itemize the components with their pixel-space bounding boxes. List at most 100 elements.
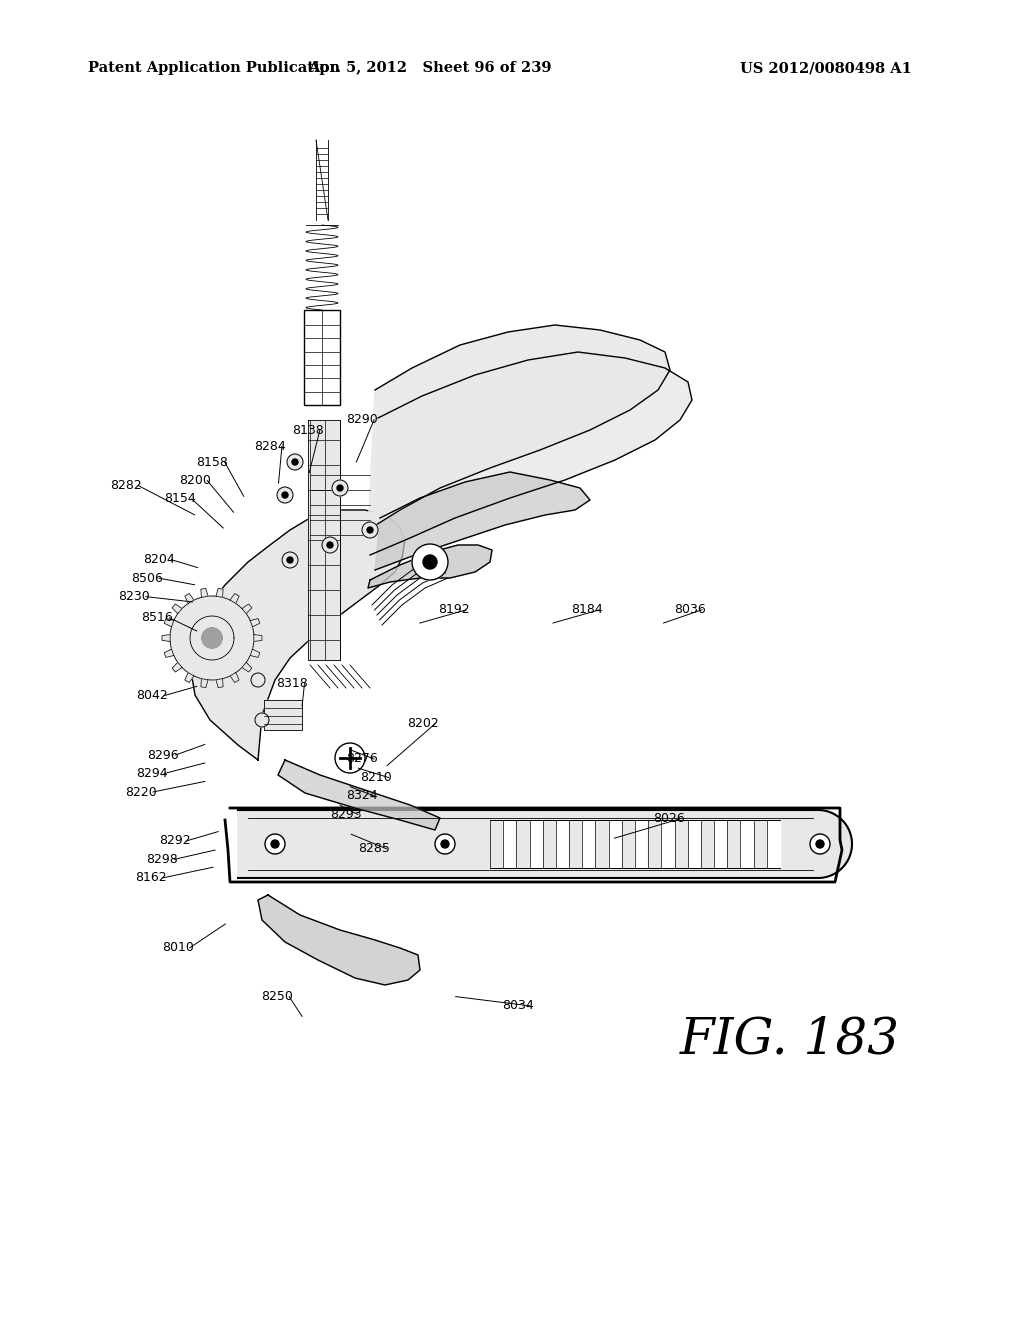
Circle shape <box>271 840 279 847</box>
Circle shape <box>327 543 333 548</box>
Circle shape <box>287 454 303 470</box>
Text: 8042: 8042 <box>136 689 168 702</box>
Polygon shape <box>201 589 208 598</box>
Polygon shape <box>556 820 569 869</box>
Polygon shape <box>170 597 254 680</box>
Text: 8506: 8506 <box>131 572 163 585</box>
Text: 8290: 8290 <box>346 413 378 426</box>
Polygon shape <box>172 605 182 614</box>
Polygon shape <box>264 700 302 730</box>
Polygon shape <box>172 663 182 672</box>
Text: 8220: 8220 <box>125 785 157 799</box>
Circle shape <box>810 834 830 854</box>
Text: 8204: 8204 <box>143 553 175 566</box>
Polygon shape <box>635 820 648 869</box>
Bar <box>304 310 340 405</box>
Polygon shape <box>230 594 240 603</box>
Text: 8324: 8324 <box>346 789 378 803</box>
Text: Patent Application Publication: Patent Application Publication <box>88 61 340 75</box>
Text: 8036: 8036 <box>674 603 706 616</box>
Circle shape <box>362 521 378 539</box>
Text: Apr. 5, 2012   Sheet 96 of 239: Apr. 5, 2012 Sheet 96 of 239 <box>308 61 552 75</box>
Text: 8200: 8200 <box>179 474 211 487</box>
Text: 8230: 8230 <box>118 590 150 603</box>
Circle shape <box>332 480 348 496</box>
Text: 8516: 8516 <box>141 611 173 624</box>
Polygon shape <box>185 594 194 603</box>
Text: 8184: 8184 <box>571 603 603 616</box>
Polygon shape <box>700 820 714 869</box>
Polygon shape <box>740 820 754 869</box>
Polygon shape <box>754 820 767 869</box>
Polygon shape <box>622 820 635 869</box>
Polygon shape <box>569 820 583 869</box>
Text: 8210: 8210 <box>360 771 392 784</box>
Text: FIG. 183: FIG. 183 <box>680 1015 900 1065</box>
Circle shape <box>282 492 288 498</box>
Circle shape <box>287 557 293 564</box>
Polygon shape <box>308 420 340 660</box>
Polygon shape <box>368 325 670 531</box>
Polygon shape <box>216 678 223 688</box>
Text: 8162: 8162 <box>135 871 167 884</box>
Polygon shape <box>201 678 208 688</box>
Polygon shape <box>727 820 740 869</box>
Polygon shape <box>595 820 608 869</box>
Polygon shape <box>529 820 543 869</box>
Text: 8298: 8298 <box>146 853 178 866</box>
Text: 8318: 8318 <box>276 677 308 690</box>
Polygon shape <box>368 545 492 587</box>
Polygon shape <box>254 635 262 642</box>
Polygon shape <box>164 649 174 657</box>
Polygon shape <box>543 820 556 869</box>
Circle shape <box>816 840 824 847</box>
Polygon shape <box>648 820 662 869</box>
Polygon shape <box>164 619 174 627</box>
Text: 8296: 8296 <box>147 748 179 762</box>
Circle shape <box>435 834 455 854</box>
Polygon shape <box>185 673 194 682</box>
Circle shape <box>367 527 373 533</box>
Polygon shape <box>516 820 529 869</box>
Polygon shape <box>250 649 260 657</box>
Text: 8158: 8158 <box>197 455 228 469</box>
Polygon shape <box>608 820 622 869</box>
Polygon shape <box>370 352 692 554</box>
Text: 8282: 8282 <box>111 479 142 492</box>
Polygon shape <box>714 820 727 869</box>
Text: 8034: 8034 <box>502 999 534 1012</box>
Text: 8284: 8284 <box>254 440 286 453</box>
Circle shape <box>292 459 298 465</box>
Polygon shape <box>216 589 223 598</box>
Circle shape <box>441 840 449 847</box>
Text: 8010: 8010 <box>162 941 194 954</box>
Text: 8202: 8202 <box>408 717 439 730</box>
Text: 8138: 8138 <box>292 424 324 437</box>
Polygon shape <box>688 820 700 869</box>
Polygon shape <box>250 619 260 627</box>
Polygon shape <box>230 673 240 682</box>
Circle shape <box>423 554 437 569</box>
Text: 8285: 8285 <box>358 842 390 855</box>
Polygon shape <box>162 635 170 642</box>
Polygon shape <box>238 810 852 878</box>
Circle shape <box>278 487 293 503</box>
Text: US 2012/0080498 A1: US 2012/0080498 A1 <box>740 61 912 75</box>
Polygon shape <box>375 473 590 570</box>
Polygon shape <box>490 820 503 869</box>
Circle shape <box>255 713 269 727</box>
Polygon shape <box>503 820 516 869</box>
Circle shape <box>412 544 449 579</box>
Polygon shape <box>242 605 252 614</box>
Polygon shape <box>202 628 222 648</box>
Text: 8250: 8250 <box>261 990 293 1003</box>
Circle shape <box>337 484 343 491</box>
Polygon shape <box>190 510 406 760</box>
Text: 8026: 8026 <box>653 812 685 825</box>
Polygon shape <box>662 820 675 869</box>
Polygon shape <box>675 820 688 869</box>
Text: 8154: 8154 <box>164 492 196 506</box>
Polygon shape <box>767 820 780 869</box>
Polygon shape <box>258 895 420 985</box>
Polygon shape <box>583 820 595 869</box>
